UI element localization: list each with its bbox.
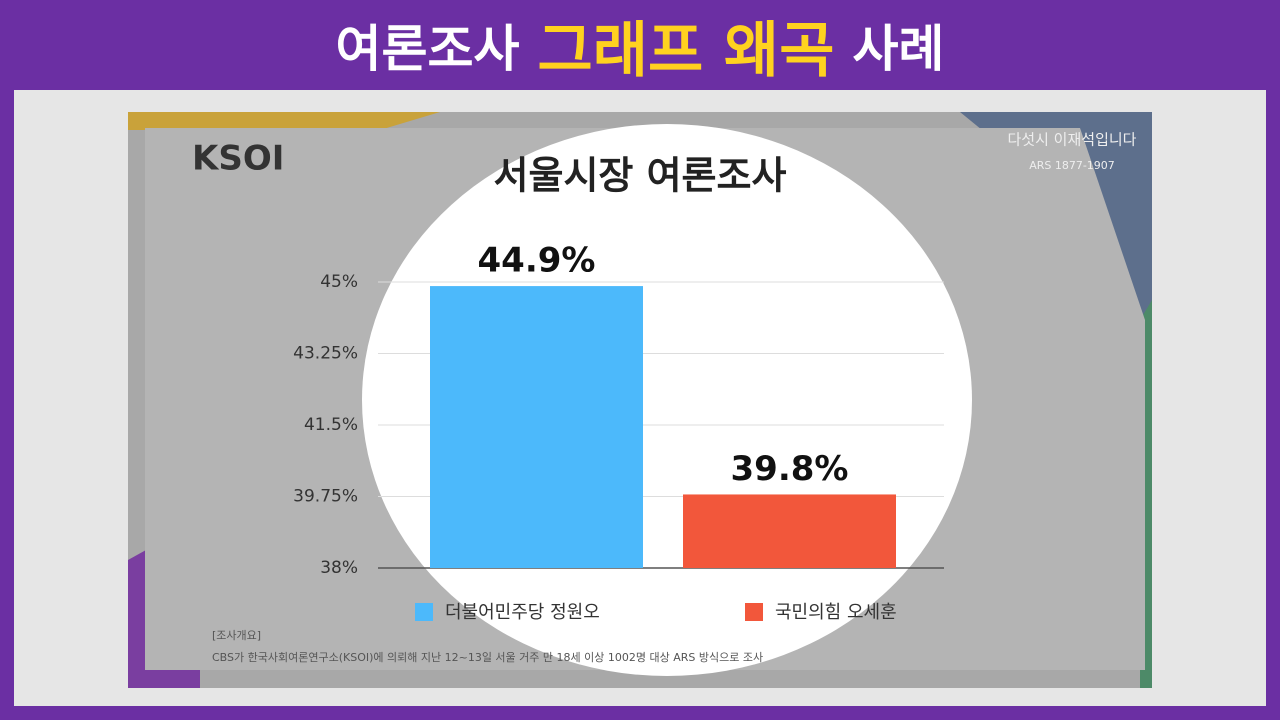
legend-swatch: [745, 603, 763, 621]
value-label: 39.8%: [731, 449, 849, 489]
page-title: 여론조사 그래프 왜곡 사례: [0, 0, 1280, 90]
y-tick-label: 43.25%: [293, 344, 358, 364]
bar: [683, 494, 896, 568]
legend-label: 더불어민주당 정원오: [445, 602, 600, 623]
y-tick-label: 41.5%: [304, 415, 358, 435]
logo: KSOI: [192, 139, 284, 179]
decor: [960, 112, 1152, 330]
title-part: 사례: [852, 20, 945, 78]
bar: [430, 286, 643, 568]
title-highlight: 그래프 왜곡: [537, 15, 835, 86]
y-tick-label: 39.75%: [293, 487, 358, 507]
note: CBS가 한국사회여론연구소(KSOI)에 의뢰해 지난 12~13일 서울 거…: [212, 650, 763, 664]
watermark: 다섯시 이재석입니다: [1008, 131, 1137, 149]
chart-title: 서울시장 여론조사: [494, 154, 787, 198]
title-part: 여론조사: [335, 20, 520, 78]
value-label: 44.9%: [478, 241, 596, 281]
decor: [128, 112, 440, 130]
y-tick-label: 45%: [320, 272, 358, 292]
legend-label: 국민의힘 오세훈: [775, 602, 897, 623]
legend-swatch: [415, 603, 433, 621]
watermark: ARS 1877-1907: [1029, 159, 1115, 172]
y-tick-label: 38%: [320, 558, 358, 578]
note: [조사개요]: [212, 629, 261, 642]
